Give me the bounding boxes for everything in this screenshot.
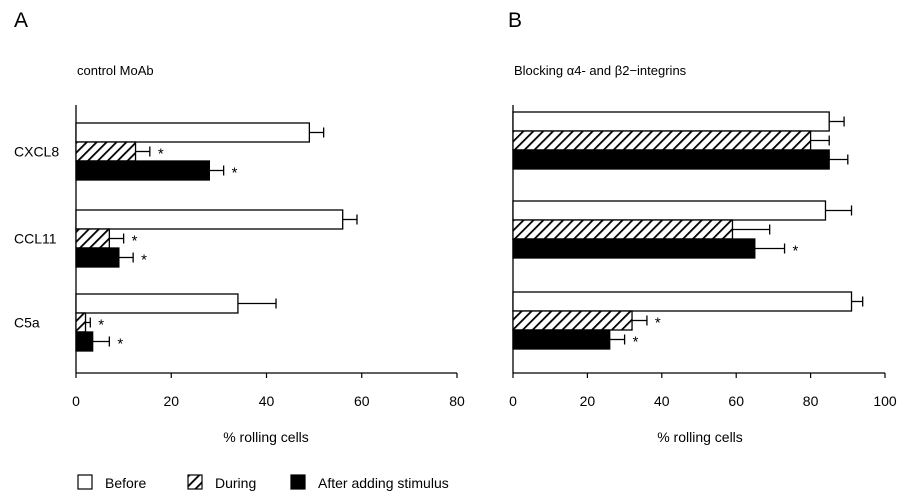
x-tick-label-40: 40 xyxy=(259,393,275,409)
legend-label-during: During xyxy=(215,475,256,491)
significance-marker: * xyxy=(98,317,104,334)
legend-swatch-solid xyxy=(290,474,306,490)
bar-cxcl8-solid xyxy=(75,160,211,181)
legend-item-during: During xyxy=(187,474,256,491)
bar-ccl11-solid xyxy=(75,247,120,268)
x-tick-label-20: 20 xyxy=(580,393,596,409)
bar-cxcl8-hatched xyxy=(75,141,137,162)
significance-marker: * xyxy=(232,165,238,182)
legend-item-after: After adding stimulus xyxy=(290,474,449,491)
panel-letter-b: B xyxy=(508,9,522,32)
significance-marker: * xyxy=(158,146,164,163)
panel-a-title: control MoAb xyxy=(77,63,154,78)
category-label-cxcl8: CXCL8 xyxy=(14,144,59,160)
x-tick-label-0: 0 xyxy=(72,393,80,409)
bar-cxcl8-open xyxy=(75,122,311,143)
category-label-c5a: C5a xyxy=(14,315,40,331)
x-tick-label-40: 40 xyxy=(654,393,670,409)
x-tick-label-80: 80 xyxy=(803,393,819,409)
significance-marker: * xyxy=(633,334,639,351)
legend-swatch-open xyxy=(77,474,93,490)
significance-marker: * xyxy=(793,243,799,260)
bar-ccl11-hatched xyxy=(512,219,734,240)
x-tick-label-60: 60 xyxy=(354,393,370,409)
panel-b-title: Blocking α4- and β2−integrins xyxy=(514,63,687,78)
bar-cxcl8-open xyxy=(512,111,830,132)
legend-label-before: Before xyxy=(105,475,146,491)
significance-marker: * xyxy=(132,233,138,250)
legend-label-after: After adding stimulus xyxy=(318,475,449,491)
legend-swatch-hatched xyxy=(187,474,203,490)
panel-a: A control MoAb % rolling cells 0 20 40 60 80… xyxy=(14,9,465,445)
panel-a-x-axis-label: % rolling cells xyxy=(223,429,309,445)
bar-ccl11-open xyxy=(75,209,344,230)
bar-c5a-open xyxy=(75,293,239,314)
legend: Before During After adding stimulus xyxy=(77,474,449,491)
significance-marker: * xyxy=(141,252,147,269)
panel-b-x-axis-label: % rolling cells xyxy=(657,429,743,445)
panel-b: B Blocking α4- and β2−integrins % rollin… xyxy=(508,9,897,445)
x-tick-label-20: 20 xyxy=(163,393,179,409)
x-tick-label-100: 100 xyxy=(873,393,897,409)
x-tick-label-60: 60 xyxy=(728,393,744,409)
bar-c5a-open xyxy=(512,291,853,312)
bar-ccl11-solid xyxy=(512,238,756,259)
bar-c5a-solid xyxy=(512,329,611,350)
x-tick-label-0: 0 xyxy=(509,393,517,409)
bar-c5a-hatched xyxy=(512,310,633,331)
bar-ccl11-open xyxy=(512,200,827,221)
category-label-ccl11: CCL11 xyxy=(14,231,57,247)
bar-cxcl8-solid xyxy=(512,149,830,170)
bar-c5a-hatched xyxy=(75,312,87,333)
bar-cxcl8-hatched xyxy=(512,130,812,151)
panel-letter-a: A xyxy=(14,9,28,32)
legend-item-before: Before xyxy=(77,474,146,491)
significance-marker: * xyxy=(117,336,123,353)
bar-c5a-solid xyxy=(75,331,94,352)
significance-marker: * xyxy=(655,315,661,332)
bar-ccl11-hatched xyxy=(75,228,110,249)
x-tick-label-80: 80 xyxy=(449,393,465,409)
